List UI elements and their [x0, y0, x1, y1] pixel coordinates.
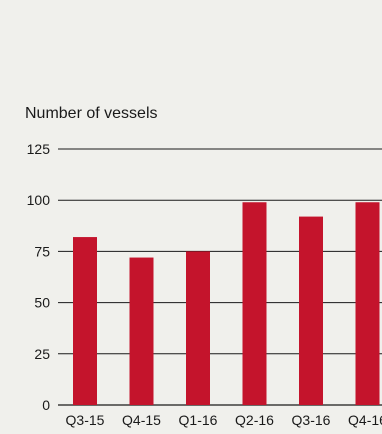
x-tick-label: Q3-16: [292, 412, 331, 428]
y-tick-label: 125: [27, 141, 51, 157]
x-tick-label: Q1-16: [179, 412, 218, 428]
y-tick-labels: 0 25 50 75 100 125: [27, 141, 51, 413]
bar-Q2-16: [242, 202, 267, 405]
x-tick-labels: Q3-15 Q4-15 Q1-16 Q2-16 Q3-16 Q4-16: [66, 412, 382, 428]
y-tick-label: 25: [34, 346, 50, 362]
y-tick-label: 75: [34, 243, 50, 259]
y-tick-label: 0: [42, 397, 50, 413]
y-tick-label: 100: [27, 192, 51, 208]
x-tick-label: Q3-15: [66, 412, 105, 428]
bar-Q1-16: [186, 251, 210, 405]
chart-title: Number of vessels: [25, 105, 158, 122]
bar-Q3-15: [73, 237, 97, 405]
bar-Q4-15: [129, 257, 154, 405]
bar-Q4-16: [355, 202, 380, 405]
x-tick-label: Q2-16: [235, 412, 274, 428]
grid-lines: [58, 148, 382, 406]
x-tick-label: Q4-16: [348, 412, 382, 428]
x-tick-label: Q4-15: [122, 412, 161, 428]
bar-Q3-16: [299, 216, 323, 405]
y-tick-label: 50: [34, 295, 50, 311]
bars: [73, 202, 380, 405]
